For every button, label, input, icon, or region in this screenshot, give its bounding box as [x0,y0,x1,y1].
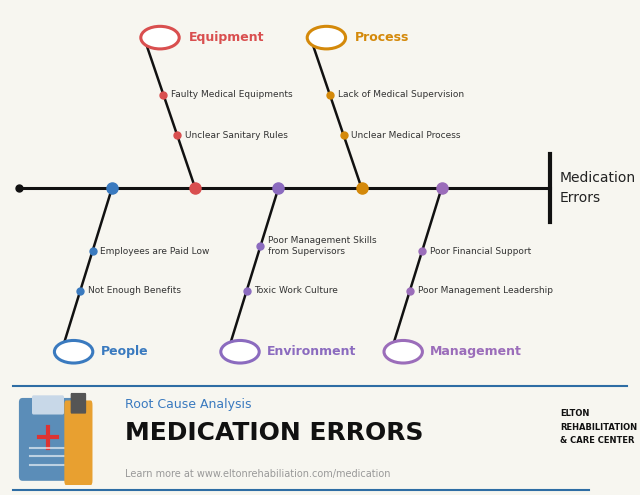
Text: Process: Process [355,31,410,44]
Circle shape [307,26,346,49]
Text: Employees are Paid Low: Employees are Paid Low [100,247,209,255]
Circle shape [221,341,259,363]
Text: Toxic Work Culture: Toxic Work Culture [254,286,338,295]
FancyBboxPatch shape [32,396,64,414]
Text: Environment: Environment [267,345,356,358]
Text: Unclear Medical Process: Unclear Medical Process [351,131,461,140]
Text: Management: Management [430,345,522,358]
Text: Faulty Medical Equipments: Faulty Medical Equipments [171,90,292,99]
Text: Learn more at www.eltonrehabiliation.com/medication: Learn more at www.eltonrehabiliation.com… [125,469,390,479]
Text: Root Cause Analysis: Root Cause Analysis [125,397,252,410]
Text: Equipment: Equipment [189,31,264,44]
Text: Poor Financial Support: Poor Financial Support [430,247,531,255]
Text: Poor Management Skills
from Supervisors: Poor Management Skills from Supervisors [268,236,377,256]
Text: Poor Management Leadership: Poor Management Leadership [417,286,552,295]
Text: MEDICATION ERRORS: MEDICATION ERRORS [125,421,423,446]
Text: Medication
Errors: Medication Errors [560,171,636,205]
Circle shape [384,341,422,363]
Circle shape [141,26,179,49]
FancyBboxPatch shape [64,400,92,485]
Text: Lack of Medical Supervision: Lack of Medical Supervision [337,90,463,99]
Text: ELTON
REHABILITATION
& CARE CENTER: ELTON REHABILITATION & CARE CENTER [560,409,637,445]
Circle shape [54,341,93,363]
Text: Not Enough Benefits: Not Enough Benefits [88,286,181,295]
Text: Unclear Sanitary Rules: Unclear Sanitary Rules [185,131,288,140]
Text: People: People [100,345,148,358]
FancyBboxPatch shape [70,393,86,414]
FancyBboxPatch shape [19,398,77,481]
